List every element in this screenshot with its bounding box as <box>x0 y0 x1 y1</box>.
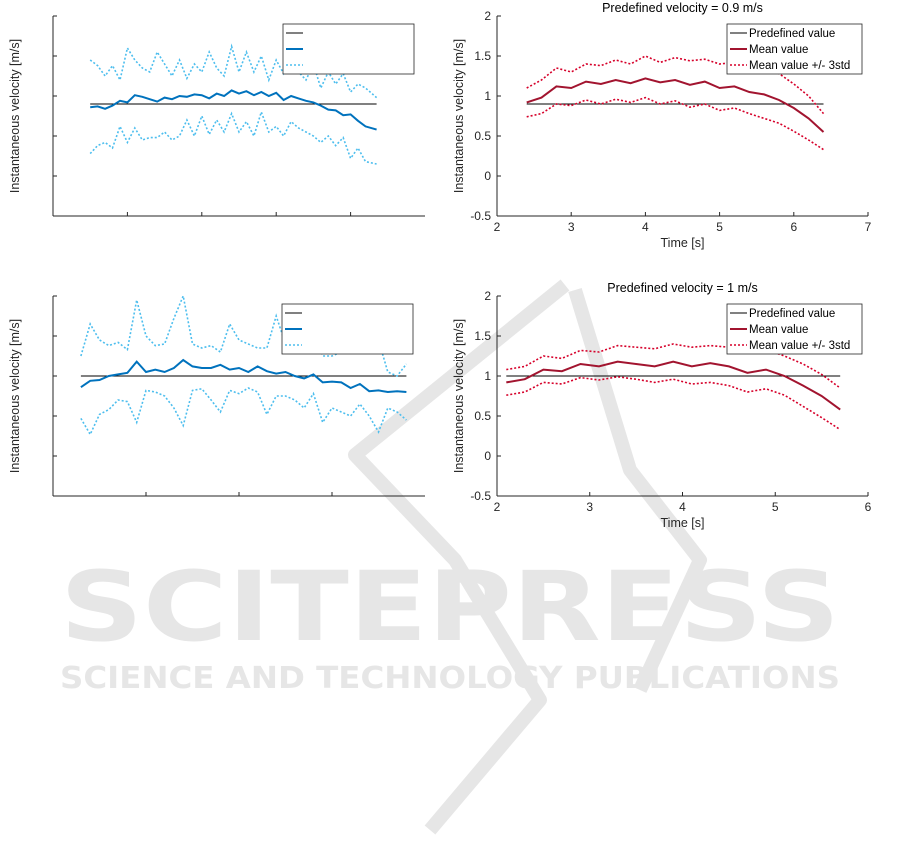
legend-label: Mean value <box>749 324 808 336</box>
lower-3std-line <box>526 96 824 151</box>
x-tick-label: 4 <box>679 500 686 514</box>
y-tick-label: 2 <box>484 289 491 303</box>
x-tick-label: 6 <box>790 220 797 234</box>
y-tick-label: 0.5 <box>474 129 491 143</box>
legend-label: Predefined value <box>749 308 835 320</box>
legend-box <box>726 303 863 355</box>
legend-box <box>282 23 415 75</box>
y-axis-label: Instantaneous velocity [m/s] <box>452 319 466 473</box>
y-tick-label: 1 <box>484 89 491 103</box>
chart-tl: Instantaneous velocity [m/s] <box>8 15 425 217</box>
mean-value-line <box>526 77 825 133</box>
watermark-title: SCITEPRESS <box>60 551 840 663</box>
legend-box <box>726 23 863 75</box>
mean-value-line <box>80 358 407 394</box>
legend-label: Mean value +/- 3std <box>749 340 850 352</box>
lower-3std-line <box>506 375 841 431</box>
y-axis-label: Instantaneous velocity [m/s] <box>452 39 466 193</box>
y-tick-label: 0 <box>484 449 491 463</box>
x-tick-label: 3 <box>568 220 575 234</box>
x-tick-label: 3 <box>586 500 593 514</box>
y-tick-label: -0.5 <box>470 489 491 503</box>
y-tick-label: 0.5 <box>474 409 491 423</box>
chart-bl: Instantaneous velocity [m/s] <box>8 293 425 497</box>
upper-3std-line <box>506 343 841 389</box>
chart-br: -0.5 0 0.5 1 1.5 2 2 3 4 5 6 Predefined velocity = … <box>452 281 872 530</box>
chart-tr: -0.5 0 0.5 1 1.5 2 2 3 4 5 6 7 Predefined velocity =… <box>452 1 872 250</box>
y-tick-label: 1.5 <box>474 49 491 63</box>
x-tick-label: 5 <box>772 500 779 514</box>
legend-label: Predefined value <box>749 28 835 40</box>
y-tick-label: 2 <box>484 9 491 23</box>
y-tick-label: 1 <box>484 369 491 383</box>
y-axis-label: Instantaneous velocity [m/s] <box>8 319 22 473</box>
y-axis-label: Instantaneous velocity [m/s] <box>8 39 22 193</box>
x-tick-label: 6 <box>865 500 872 514</box>
y-tick-label: 1.5 <box>474 329 491 343</box>
chart-title: Predefined velocity = 1 m/s <box>607 281 757 295</box>
x-axis-label: Time [s] <box>661 516 705 530</box>
mean-value-line <box>90 89 377 131</box>
legend-box <box>281 303 414 355</box>
x-tick-label: 2 <box>494 500 501 514</box>
x-tick-label: 5 <box>716 220 723 234</box>
lower-3std-line <box>89 109 377 165</box>
x-tick-label: 2 <box>494 220 501 234</box>
legend-label: Mean value <box>749 44 808 56</box>
y-tick-label: 0 <box>484 169 491 183</box>
legend-label: Mean value +/- 3std <box>749 60 850 72</box>
x-tick-label: 4 <box>642 220 649 234</box>
x-tick-label: 7 <box>865 220 872 234</box>
watermark-subtitle: SCIENCE AND TECHNOLOGY PUBLICATIONS <box>60 661 840 696</box>
x-axis-label: Time [s] <box>661 236 705 250</box>
upper-3std-line <box>89 43 378 99</box>
lower-3std-line <box>80 387 407 437</box>
y-tick-label: -0.5 <box>470 209 491 223</box>
chart-title: Predefined velocity = 0.9 m/s <box>602 1 763 15</box>
mean-value-line <box>506 360 841 411</box>
